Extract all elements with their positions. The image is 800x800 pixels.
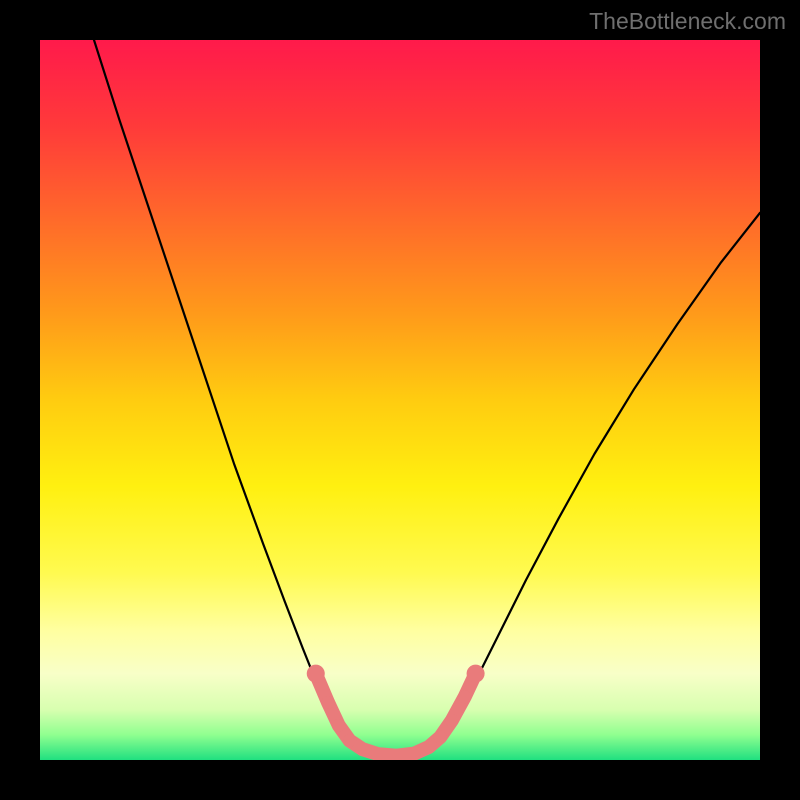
overlay-dot bbox=[322, 696, 335, 709]
chart-svg bbox=[0, 0, 800, 800]
chart-stage: TheBottleneck.com bbox=[0, 0, 800, 800]
overlay-dot bbox=[458, 690, 471, 703]
overlay-dot bbox=[467, 665, 485, 683]
overlay-dot bbox=[343, 734, 356, 747]
overlay-dot bbox=[307, 665, 325, 683]
overlay-dot bbox=[332, 719, 345, 732]
overlay-dot bbox=[434, 730, 447, 743]
watermark-text: TheBottleneck.com bbox=[589, 8, 786, 35]
plot-gradient-background bbox=[40, 40, 760, 760]
overlay-dot bbox=[445, 714, 458, 727]
